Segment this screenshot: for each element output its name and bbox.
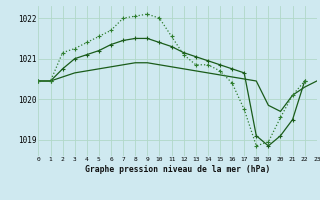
X-axis label: Graphe pression niveau de la mer (hPa): Graphe pression niveau de la mer (hPa) (85, 165, 270, 174)
